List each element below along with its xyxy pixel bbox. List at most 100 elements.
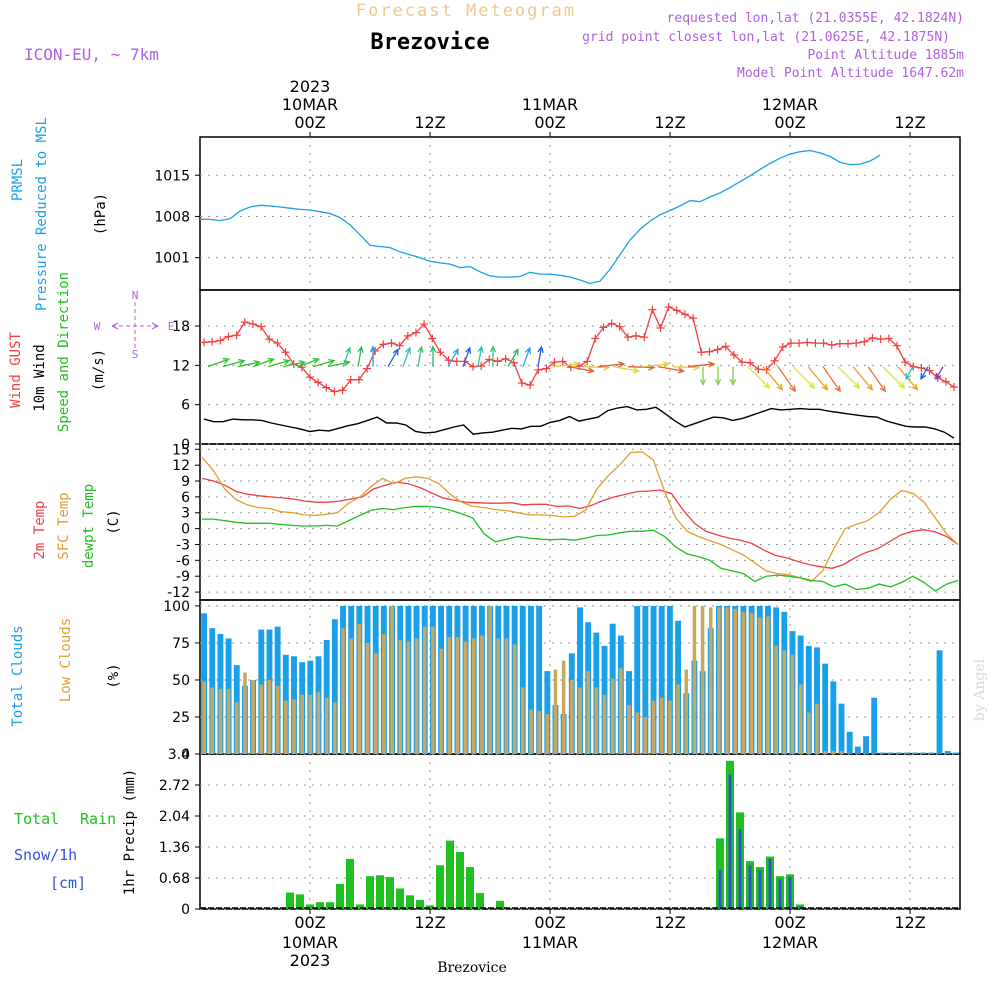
wind-arrow-icon bbox=[522, 346, 532, 367]
low-cloud-bar bbox=[292, 699, 296, 754]
low-cloud-bar bbox=[545, 714, 550, 754]
rain-bar bbox=[286, 892, 294, 909]
bottom-time-label: 12Z bbox=[414, 913, 445, 932]
wind-arrow-icon bbox=[597, 361, 626, 368]
wind-arrow-icon bbox=[387, 348, 399, 367]
gust-point bbox=[786, 339, 795, 348]
snow-bar bbox=[758, 870, 762, 909]
low-cloud-bar bbox=[251, 679, 255, 754]
low-cloud-bar bbox=[226, 688, 231, 754]
low-cloud-bar bbox=[471, 638, 476, 754]
total-cloud-bar bbox=[331, 619, 338, 754]
wind-arrow-icon bbox=[714, 366, 722, 387]
total-cloud-bar bbox=[634, 605, 641, 754]
total-cloud-bar bbox=[658, 605, 665, 754]
low-cloud-bar bbox=[243, 672, 247, 754]
wind-arrow-icon bbox=[905, 366, 914, 381]
gust-point bbox=[387, 339, 396, 348]
wind-arrow-icon bbox=[935, 366, 944, 381]
wind-arrow-icon bbox=[237, 360, 261, 368]
gust-point bbox=[892, 341, 901, 350]
wind-arrow-icon bbox=[882, 366, 906, 389]
gust-point bbox=[729, 350, 738, 359]
low-cloud-bar bbox=[422, 626, 427, 754]
ytick-label-2-6: -3 bbox=[176, 537, 190, 553]
gust-point bbox=[738, 358, 747, 367]
gust-point bbox=[469, 362, 478, 371]
gust-point bbox=[705, 347, 714, 356]
wind-arrow-icon bbox=[567, 366, 596, 374]
gust-point bbox=[827, 341, 836, 350]
ytick-label-3-1: 75 bbox=[172, 636, 190, 652]
wind-arrow-icon bbox=[852, 366, 874, 391]
wind-arrow-icon bbox=[312, 358, 336, 368]
ytick-label-2-1: 12 bbox=[172, 458, 190, 474]
wind-arrow-icon bbox=[642, 361, 671, 368]
gust-point bbox=[452, 357, 461, 366]
low-cloud-bar bbox=[733, 608, 738, 754]
rain-bar bbox=[296, 894, 304, 909]
total-cloud-bar bbox=[903, 752, 910, 754]
wind-arrow-icon bbox=[429, 345, 437, 367]
bottom-date-label: 12MAR bbox=[762, 933, 818, 952]
gust-point bbox=[509, 358, 518, 367]
gust-point bbox=[770, 356, 779, 365]
gust-point bbox=[428, 334, 437, 343]
wind-arrow-icon bbox=[837, 366, 861, 389]
low-cloud-bar bbox=[594, 687, 599, 754]
gust-point bbox=[640, 333, 649, 342]
time-axis: 00Z10MAR00Z10MAR12Z12Z00Z11MAR00Z11MAR12… bbox=[282, 77, 926, 970]
low-cloud-bar bbox=[308, 694, 313, 754]
low-cloud-bar bbox=[831, 751, 836, 754]
ytick-label-4-3: 1.36 bbox=[159, 840, 190, 856]
bottom-time-label: 12Z bbox=[654, 913, 685, 932]
gust-point bbox=[322, 383, 331, 392]
gust-point bbox=[493, 357, 502, 366]
total-cloud-bar bbox=[928, 752, 935, 754]
ytick-label-1-0: 18 bbox=[172, 319, 190, 335]
wind-arrow-icon bbox=[762, 366, 784, 391]
low-cloud-bar bbox=[504, 638, 509, 754]
gust-point bbox=[200, 338, 208, 347]
gust-point bbox=[599, 323, 608, 332]
compass-icon: N W E S bbox=[94, 289, 175, 361]
ytick-label-0-0: 1015 bbox=[154, 168, 190, 184]
gust-point bbox=[224, 332, 233, 341]
compass-n: N bbox=[132, 289, 139, 302]
wind-speed-line bbox=[203, 405, 955, 439]
total-cloud-bar bbox=[650, 605, 657, 754]
low-cloud-bar bbox=[324, 697, 329, 754]
gust-point bbox=[248, 320, 257, 329]
gust-point bbox=[346, 375, 355, 384]
rain-bar bbox=[386, 877, 394, 909]
gust-point bbox=[330, 387, 339, 396]
pressure-label-2: Pressure Reduced to MSL bbox=[34, 117, 50, 311]
rain-bar bbox=[326, 902, 334, 909]
total-cloud-bar bbox=[895, 752, 902, 754]
precip-snow-unit: [cm] bbox=[50, 874, 86, 892]
low-cloud-bar bbox=[414, 638, 419, 754]
gust-point bbox=[240, 318, 249, 327]
gust-point bbox=[607, 319, 616, 328]
wind-arrow-icon bbox=[822, 366, 842, 393]
gust-point bbox=[501, 354, 510, 363]
ytick-label-4-4: 0.68 bbox=[159, 871, 190, 887]
gust-point bbox=[860, 337, 869, 346]
low-cloud-bar bbox=[635, 712, 639, 754]
rain-bar bbox=[496, 900, 504, 909]
gust-point bbox=[721, 342, 730, 351]
top-time-label: 00Z bbox=[774, 113, 805, 132]
low-cloud-bar bbox=[447, 637, 452, 754]
gust-point bbox=[517, 379, 526, 388]
low-cloud-bar bbox=[602, 694, 607, 754]
bottom-date-label: 10MAR bbox=[282, 933, 338, 952]
precip-snow-label: Snow/1h bbox=[14, 846, 77, 864]
rain-bar bbox=[356, 904, 364, 909]
low-cloud-bar bbox=[668, 700, 672, 754]
gust-point bbox=[746, 358, 755, 367]
gust-point bbox=[901, 358, 910, 367]
low-cloud-bar bbox=[488, 605, 492, 754]
rain-bar bbox=[396, 888, 404, 909]
low-cloud-bar bbox=[210, 687, 215, 754]
low-cloud-bar bbox=[341, 628, 345, 754]
